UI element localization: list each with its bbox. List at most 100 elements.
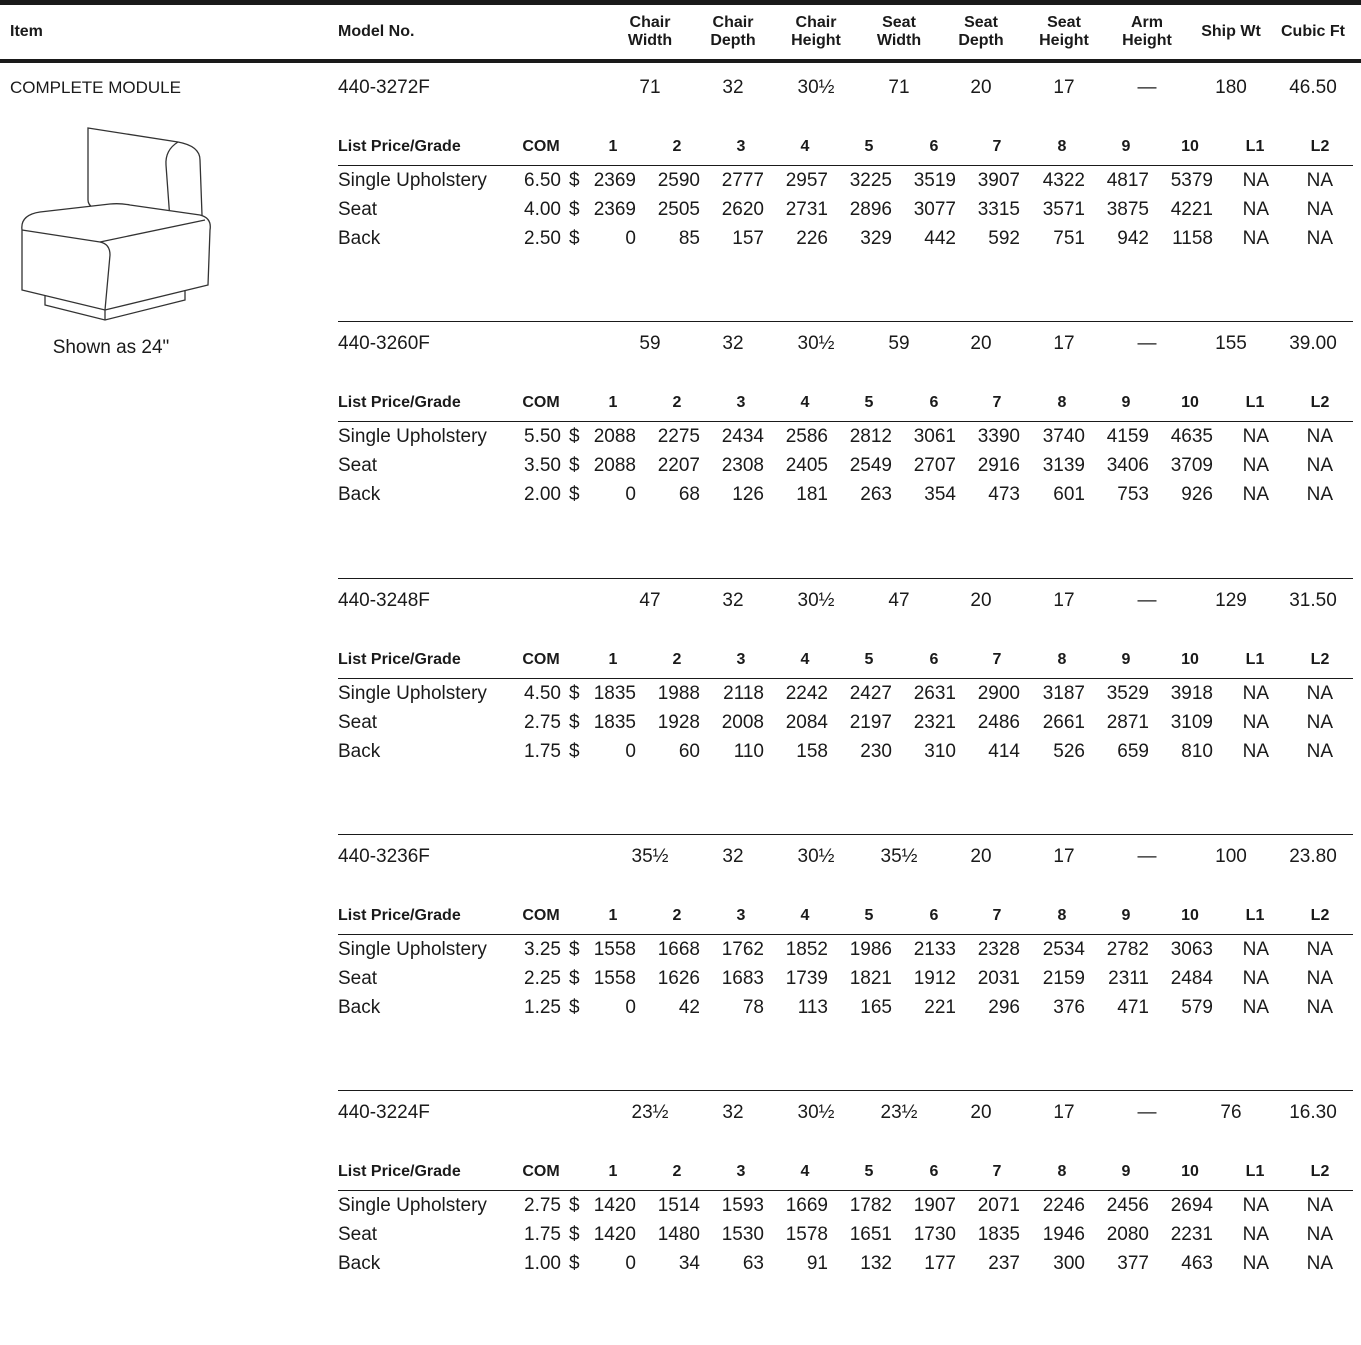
dimension: 32	[722, 77, 744, 98]
price: NA	[1306, 170, 1333, 191]
currency: $	[569, 1224, 580, 1246]
price: 2505	[657, 199, 700, 220]
price: 1158	[1172, 228, 1213, 249]
price: 942	[1117, 228, 1149, 249]
price-header: 7	[992, 650, 1002, 668]
module-divider	[338, 1090, 1353, 1091]
row-label: Seat	[338, 199, 378, 220]
price: 3571	[1042, 199, 1085, 220]
price: NA	[1306, 455, 1333, 477]
price-header: 10	[1181, 394, 1199, 412]
price: 91	[806, 1253, 828, 1275]
dimension: 23½	[631, 1102, 669, 1124]
dimension: 32	[722, 589, 744, 611]
price-header: L1	[1245, 650, 1265, 668]
price: 3390	[977, 426, 1020, 448]
price-header: 2	[672, 1163, 682, 1181]
dimension: 155	[1215, 333, 1247, 355]
price: NA	[1306, 426, 1333, 448]
price-header: 9	[1121, 394, 1131, 412]
column-header: Seat Width	[876, 14, 922, 49]
price-header: 10	[1181, 138, 1199, 155]
price: 414	[988, 740, 1020, 762]
com-value: 2.50	[524, 228, 561, 249]
com-value: 1.25	[524, 996, 561, 1018]
price-header: 3	[736, 650, 746, 668]
price: NA	[1306, 1253, 1333, 1275]
dimension: 32	[722, 845, 744, 867]
price-header: 4	[800, 394, 810, 412]
price-header: 1	[608, 1163, 618, 1181]
price: NA	[1242, 1195, 1269, 1217]
dimension: 47	[639, 589, 661, 611]
price: 4221	[1170, 199, 1213, 220]
price: 1986	[849, 938, 892, 960]
price: NA	[1242, 455, 1269, 477]
price: 2900	[977, 682, 1020, 704]
price-header: 6	[929, 394, 939, 412]
price: 3187	[1042, 682, 1085, 704]
price: 2246	[1042, 1195, 1085, 1217]
model-number: 440-3260F	[338, 333, 430, 355]
price: 2812	[849, 426, 892, 448]
dimension: 59	[888, 333, 910, 355]
price-header: List Price/Grade	[338, 650, 461, 668]
price: 526	[1053, 740, 1085, 762]
price: 4635	[1170, 426, 1213, 448]
column-header: Arm Height	[1122, 14, 1172, 49]
row-label: Back	[338, 484, 381, 506]
price-header: L2	[1310, 650, 1330, 668]
price-header: 1	[608, 138, 618, 155]
price: 2084	[785, 711, 828, 733]
price: 810	[1181, 740, 1213, 762]
price: NA	[1306, 740, 1333, 762]
column-header: Chair Height	[791, 14, 841, 49]
price: 110	[733, 740, 764, 762]
dimension: 30½	[797, 77, 835, 98]
price-header: 8	[1057, 394, 1067, 412]
dimension: —	[1137, 589, 1157, 611]
price: 2456	[1106, 1195, 1149, 1217]
dimension: 129	[1215, 589, 1247, 611]
price: 1730	[913, 1224, 956, 1246]
price: 2661	[1042, 711, 1085, 733]
row-label: Seat	[338, 1224, 378, 1246]
model-number: 440-3272F	[338, 77, 430, 98]
price: 85	[678, 228, 700, 249]
dimension: —	[1137, 1102, 1157, 1124]
row-label: Back	[338, 996, 381, 1018]
price: NA	[1306, 996, 1333, 1018]
price: 579	[1181, 996, 1213, 1018]
price: 2321	[913, 711, 956, 733]
price: 2434	[721, 426, 764, 448]
price: 126	[732, 484, 764, 506]
dimension: 71	[639, 77, 661, 98]
price: 0	[625, 740, 636, 762]
price: 68	[678, 484, 700, 506]
com-value: 2.75	[524, 711, 561, 733]
price: NA	[1242, 996, 1269, 1018]
dimension: —	[1137, 845, 1157, 867]
price: 463	[1181, 1253, 1213, 1275]
dimension: 46.50	[1289, 77, 1337, 98]
price: NA	[1242, 228, 1269, 249]
price: 2369	[593, 170, 636, 191]
price: 113	[797, 996, 828, 1018]
price-header: COM	[522, 906, 560, 924]
price: NA	[1242, 1224, 1269, 1246]
com-value: 2.25	[524, 967, 561, 989]
price-header: 5	[864, 906, 874, 924]
row-label: Back	[338, 740, 381, 762]
currency: $	[569, 228, 580, 249]
price-header: 4	[800, 650, 810, 668]
price: 751	[1053, 228, 1085, 249]
dimension: 17	[1053, 77, 1075, 98]
price-header: 10	[1181, 650, 1199, 668]
price: 2427	[849, 682, 892, 704]
price: NA	[1306, 1195, 1333, 1217]
price-header: 8	[1057, 138, 1067, 155]
price: 34	[678, 1253, 700, 1275]
price: 354	[924, 484, 956, 506]
price: NA	[1242, 740, 1269, 762]
row-label: Single Upholstery	[338, 682, 487, 704]
